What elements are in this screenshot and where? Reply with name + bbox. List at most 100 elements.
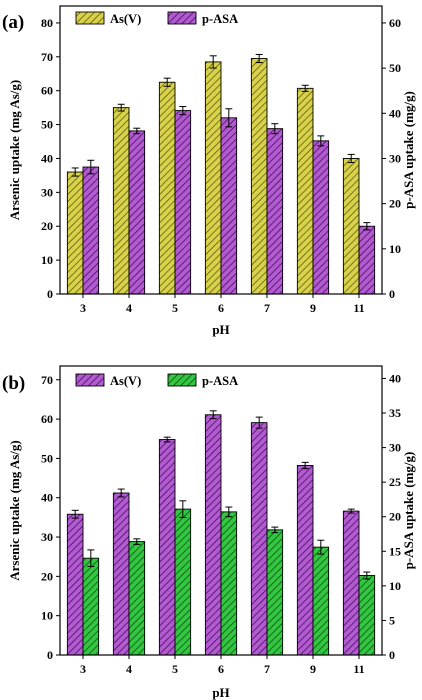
- y-tick-label: 20: [41, 219, 53, 233]
- panel-a: 3 4 5 6 7 9 11 0 10 20 30 40 50 60 70 80 0 10 20 30 40 50 60 pH…: [2, 5, 416, 337]
- error-bar-As(V)-11: [347, 508, 355, 514]
- error-bar-p-ASA-6: [225, 506, 233, 518]
- x-tick-label: 4: [126, 301, 132, 315]
- panel-label: (a): [2, 12, 24, 33]
- y-tick-label: 0: [47, 287, 53, 301]
- x-tick-label: 7: [264, 662, 270, 676]
- y-right-axis-label: p-ASA uptake (mg/g): [401, 91, 416, 209]
- y-tick-label: 30: [41, 185, 53, 199]
- y-tick-label: 0: [47, 648, 53, 662]
- error-bar-As(V)-11: [347, 153, 355, 164]
- error-bar-As(V)-4: [117, 488, 125, 498]
- x-tick-label: 4: [126, 662, 132, 676]
- panel-b: 3 4 5 6 7 9 11 0 10 20 30 40 50 60 70 0 5 10 15 20 25 30 35 40 p…: [2, 365, 416, 700]
- error-bar-As(V)-9: [301, 461, 309, 470]
- y-right-tick-label: 35: [389, 406, 401, 420]
- legend-swatch: [167, 373, 197, 387]
- y-tick-label: 70: [41, 373, 53, 387]
- bar-p-ASA-9: [312, 140, 330, 295]
- y-tick-label: 80: [41, 16, 53, 30]
- plot-frame: [59, 365, 383, 656]
- x-axis-label: pH: [212, 322, 229, 337]
- x-tick-label: 9: [310, 662, 316, 676]
- x-tick-label: 7: [264, 301, 270, 315]
- y-tick-label: 10: [41, 253, 53, 267]
- x-tick-label: 5: [172, 301, 178, 315]
- bar-p-ASA-11: [358, 225, 376, 295]
- x-tick-label: 11: [353, 301, 364, 315]
- legend-swatch: [75, 11, 105, 25]
- x-tick-label: 6: [218, 662, 224, 676]
- bar-p-ASA-3: [82, 557, 100, 656]
- bar-As(V)-11: [342, 510, 360, 656]
- error-bar-p-ASA-3: [87, 159, 95, 175]
- legend-item-p-ASA: p-ASA: [167, 11, 238, 26]
- y-right-tick-label: 10: [389, 579, 401, 593]
- error-bar-As(V)-5: [163, 436, 171, 443]
- error-bar-p-ASA-4: [133, 127, 141, 135]
- y-tick-label: 10: [41, 609, 53, 623]
- legend-label: p-ASA: [202, 374, 238, 388]
- y-right-tick-label: 20: [389, 510, 401, 524]
- panel-label: (b): [2, 373, 25, 394]
- x-axis-label: pH: [212, 685, 229, 700]
- legend: As(V) p-ASA: [75, 373, 238, 388]
- bar-p-ASA-6: [220, 117, 238, 295]
- error-bar-As(V)-3: [71, 167, 79, 177]
- bar-As(V)-5: [158, 439, 176, 656]
- error-bar-p-ASA-4: [133, 538, 141, 545]
- error-bar-p-ASA-11: [363, 222, 371, 231]
- error-bar-p-ASA-9: [317, 135, 325, 147]
- bar-p-ASA-4: [128, 130, 146, 295]
- legend-swatch: [75, 373, 105, 387]
- bar-p-ASA-9: [312, 546, 330, 656]
- y-right-tick-label: 10: [389, 242, 401, 256]
- y-tick-label: 70: [41, 50, 53, 64]
- error-bar-As(V)-7: [255, 53, 263, 64]
- legend-item-As(V): As(V): [75, 373, 141, 388]
- y-tick-label: 50: [41, 118, 53, 132]
- bar-As(V)-5: [158, 81, 176, 295]
- x-tick-label: 9: [310, 301, 316, 315]
- bar-As(V)-9: [296, 87, 314, 295]
- bar-p-ASA-6: [220, 511, 238, 656]
- error-bar-As(V)-6: [209, 55, 217, 69]
- y-right-axis-label: p-ASA uptake (mg/g): [401, 452, 416, 570]
- error-bar-p-ASA-5: [179, 500, 187, 518]
- bar-As(V)-9: [296, 465, 314, 656]
- legend-label: As(V): [110, 12, 141, 26]
- y-right-tick-label: 25: [389, 475, 401, 489]
- y-right-tick-label: 0: [389, 648, 395, 662]
- y-axis-label: Arsenic uptake (mg As/g): [7, 440, 22, 580]
- bar-p-ASA-7: [266, 128, 284, 295]
- y-right-tick-label: 15: [389, 544, 401, 558]
- error-bar-p-ASA-7: [271, 123, 279, 135]
- bar-p-ASA-7: [266, 529, 284, 656]
- error-bar-p-ASA-7: [271, 526, 279, 534]
- error-bar-As(V)-9: [301, 84, 309, 92]
- y-tick-label: 30: [41, 530, 53, 544]
- y-tick-label: 40: [41, 491, 53, 505]
- legend: As(V) p-ASA: [75, 11, 238, 26]
- error-bar-p-ASA-6: [225, 108, 233, 128]
- error-bar-p-ASA-5: [179, 106, 187, 116]
- bar-As(V)-11: [342, 158, 360, 295]
- bar-p-ASA-5: [174, 508, 192, 656]
- x-tick-label: 3: [80, 662, 86, 676]
- error-bar-p-ASA-3: [87, 549, 95, 568]
- bar-p-ASA-11: [358, 575, 376, 656]
- legend-item-As(V): As(V): [75, 11, 141, 26]
- y-axis-label: Arsenic uptake (mg As/g): [7, 80, 22, 220]
- y-right-tick-label: 30: [389, 441, 401, 455]
- bar-As(V)-4: [112, 107, 130, 295]
- y-right-tick-label: 5: [389, 613, 395, 627]
- bar-As(V)-7: [250, 58, 268, 295]
- y-right-tick-label: 20: [389, 197, 401, 211]
- bar-p-ASA-4: [128, 541, 146, 656]
- y-right-tick-label: 40: [389, 106, 401, 120]
- error-bar-p-ASA-9: [317, 539, 325, 555]
- y-tick-label: 60: [41, 412, 53, 426]
- error-bar-As(V)-3: [71, 509, 79, 519]
- y-tick-label: 50: [41, 451, 53, 465]
- x-tick-label: 3: [80, 301, 86, 315]
